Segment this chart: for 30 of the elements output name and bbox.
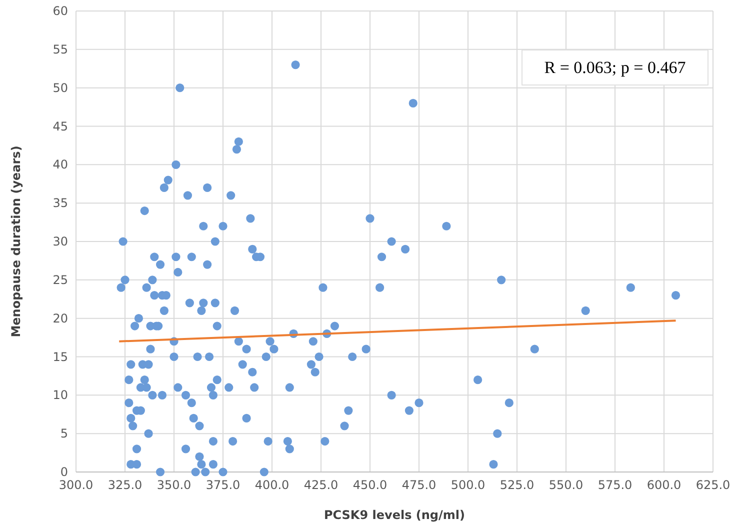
x-tick-label: 375.0 [206,478,240,492]
y-tick-label: 20 [52,311,68,326]
y-tick-label: 10 [52,388,68,402]
y-tick-label: 15 [52,350,68,364]
y-tick-label: 45 [52,119,68,134]
x-tick-label: 475.0 [402,478,436,492]
x-tick-label: 400.0 [254,478,290,492]
x-tick-label: 425.0 [304,478,338,492]
x-tick-label: 325.0 [108,478,142,492]
y-tick-label: 5 [60,426,68,441]
x-tick-label: 500.0 [450,478,486,492]
y-tick-label: 60 [52,4,68,18]
y-tick-label: 50 [52,80,68,95]
x-tick-label: 350.0 [156,478,192,492]
x-tick-label: 625.0 [696,478,730,492]
x-tick-label: 450.0 [352,478,388,492]
x-tick-label: 300.0 [58,478,94,492]
annotation: R = 0.063; p = 0.467 [544,58,686,77]
y-tick-label: 0 [60,465,68,479]
x-tick-label: 525.0 [500,478,534,492]
x-tick-label: 600.0 [646,478,682,492]
x-axis-title: PCSK9 levels (ng/ml) [324,508,466,522]
y-axis-title: Menopause duration (years) [9,146,23,338]
x-tick-label: 575.0 [598,478,632,492]
y-tick-label: 40 [52,158,68,172]
y-tick-label: 55 [52,42,68,56]
y-tick-label: 30 [52,234,68,248]
y-tick-label: 25 [52,272,68,287]
x-tick-label: 550.0 [548,478,584,492]
y-tick-label: 35 [52,196,68,210]
